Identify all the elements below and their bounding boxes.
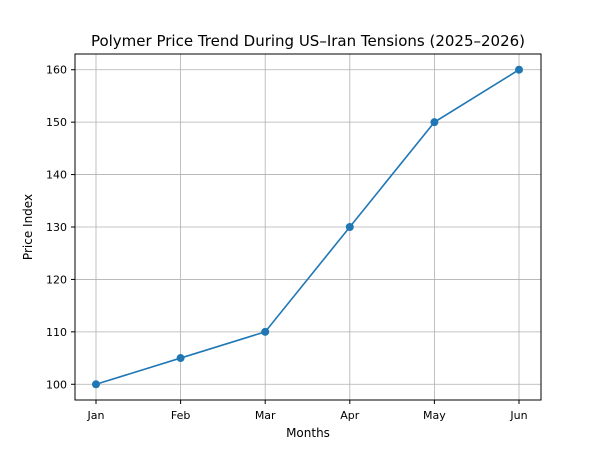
y-tick-label: 130	[46, 221, 67, 234]
x-tick-label: May	[423, 409, 446, 422]
y-axis-label: Price Index	[21, 194, 35, 260]
y-tick-label: 160	[46, 64, 67, 77]
axis-ticks: Jan Feb Mar Apr May Jun 100 110 120 130 140 150 160	[46, 64, 528, 422]
y-tick-label: 100	[46, 378, 67, 391]
data-point	[345, 223, 354, 231]
x-tick-label: Jun	[509, 409, 527, 422]
series	[92, 65, 523, 389]
data-point	[261, 327, 270, 336]
x-tick-label: Jan	[87, 409, 105, 422]
y-tick-label: 150	[46, 116, 67, 129]
x-tick-label: Apr	[340, 409, 360, 422]
y-tick-label: 140	[46, 169, 67, 182]
data-point	[92, 380, 100, 389]
x-axis-label: Months	[286, 426, 330, 440]
x-tick-label: Mar	[255, 409, 276, 422]
data-point	[176, 354, 185, 363]
chart-title: Polymer Price Trend During US–Iran Tensi…	[91, 32, 525, 50]
x-tick-label: Feb	[171, 409, 190, 422]
y-tick-label: 110	[46, 326, 67, 339]
series-line	[95, 69, 520, 386]
grid	[75, 54, 541, 400]
y-tick-label: 120	[46, 273, 67, 286]
data-point	[430, 118, 439, 127]
data-point	[515, 65, 523, 74]
